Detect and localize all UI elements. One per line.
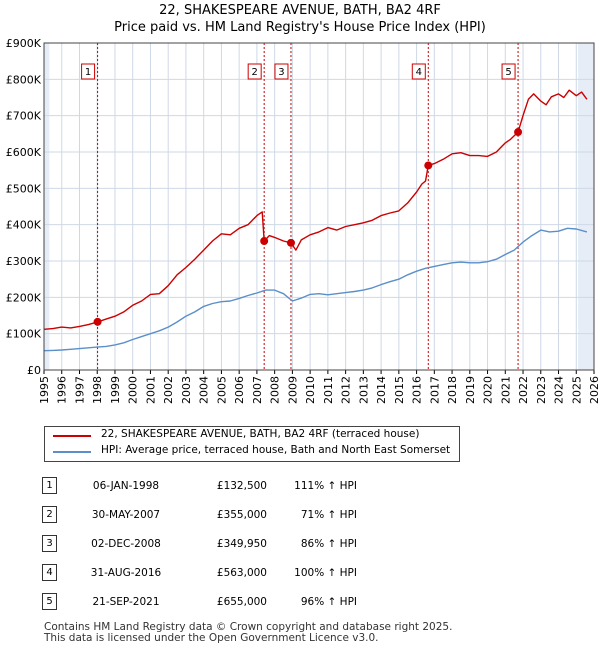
sale-hpi-comparison: 100% ↑ HPI: [294, 566, 357, 579]
sale-hpi-comparison: 96% ↑ HPI: [300, 595, 357, 608]
y-tick-label: £200K: [6, 291, 42, 304]
sale-marker-box: [501, 63, 516, 80]
y-tick-label: £600K: [6, 146, 42, 159]
sale-date: 02-DEC-2008: [91, 537, 161, 550]
x-tick-label: 1996: [56, 376, 69, 404]
sale-marker-box: [274, 63, 289, 80]
sale-number-badge: 4: [42, 564, 57, 581]
x-tick-label: 2016: [411, 376, 424, 404]
sale-price: £563,000: [216, 566, 267, 579]
sale-date: 21-SEP-2021: [92, 595, 160, 608]
sale-point: [424, 161, 433, 170]
sale-marker-box: [247, 63, 262, 80]
sales-table: 1 06-JAN-1998 £132,500 111% ↑ HPI 2 30-M…: [42, 471, 357, 616]
y-tick-label: £900K: [6, 37, 42, 50]
x-tick-label: 2010: [304, 376, 317, 404]
sale-date: 06-JAN-1998: [92, 479, 160, 492]
x-tick-label: 2014: [375, 376, 388, 404]
x-tick-label: 2022: [517, 376, 530, 404]
x-tick-label: 2024: [553, 376, 566, 404]
sale-number-badge: 5: [42, 593, 57, 610]
x-tick-label: 2002: [162, 376, 175, 404]
table-row: 3 02-DEC-2008 £349,950 86% ↑ HPI: [42, 529, 357, 558]
sale-date: 31-AUG-2016: [90, 566, 162, 579]
sale-number-badge: 3: [42, 535, 57, 552]
table-row: 5 21-SEP-2021 £655,000 96% ↑ HPI: [42, 587, 357, 616]
sale-marker-label: 1: [85, 67, 91, 78]
sale-price: £655,000: [216, 595, 267, 608]
x-tick-label: 2018: [446, 376, 459, 404]
sale-number-badge: 1: [42, 477, 57, 494]
x-tick-label: 2025: [570, 376, 583, 404]
x-tick-label: 2026: [588, 376, 600, 404]
x-tick-label: 2017: [428, 376, 441, 404]
x-tick-label: 2000: [127, 376, 140, 404]
x-tick-label: 2020: [482, 376, 495, 404]
sale-marker-label: 4: [416, 67, 422, 78]
y-tick-label: £0: [27, 364, 41, 377]
sale-point: [93, 317, 102, 326]
sale-price: £355,000: [216, 508, 267, 521]
legend-label-property: 22, SHAKESPEARE AVENUE, BATH, BA2 4RF (t…: [101, 428, 420, 440]
x-tick-label: 2013: [357, 376, 370, 404]
sale-number-badge: 2: [42, 506, 57, 523]
sale-hpi-comparison: 86% ↑ HPI: [300, 537, 357, 550]
y-tick-label: £800K: [6, 73, 42, 86]
x-tick-label: 2019: [464, 376, 477, 404]
y-tick-label: £100K: [6, 328, 42, 341]
x-tick-label: 2004: [198, 376, 211, 404]
shaded-range: [578, 43, 594, 370]
hpi-line: [43, 227, 588, 352]
x-tick-label: 2005: [215, 376, 228, 404]
chart-title: 22, SHAKESPEARE AVENUE, BATH, BA2 4RF: [159, 3, 441, 18]
table-row: 4 31-AUG-2016 £563,000 100% ↑ HPI: [42, 558, 357, 587]
y-tick-label: £300K: [6, 255, 42, 268]
sale-marker-label: 3: [278, 67, 284, 78]
x-tick-label: 2003: [180, 376, 193, 404]
chart-subtitle: Price paid vs. HM Land Registry's House …: [114, 20, 486, 35]
footer-copyright: Contains HM Land Registry data © Crown c…: [44, 621, 453, 633]
y-tick-label: £500K: [6, 182, 42, 195]
sale-marker-label: 5: [505, 67, 511, 78]
sale-marker-box: [81, 63, 96, 80]
sale-price: £349,950: [216, 537, 267, 550]
x-tick-label: 2008: [269, 376, 282, 404]
x-tick-label: 2007: [251, 376, 264, 404]
x-tick-label: 2021: [499, 376, 512, 404]
x-tick-label: 2009: [286, 376, 299, 404]
sale-point: [260, 237, 269, 246]
legend-label-hpi: HPI: Average price, terraced house, Bath…: [101, 444, 451, 456]
sale-point: [286, 238, 295, 247]
x-tick-label: 2023: [535, 376, 548, 404]
y-tick-label: £400K: [6, 219, 42, 232]
footer-licence: This data is licensed under the Open Gov…: [44, 632, 379, 644]
shaded-range: [44, 43, 50, 370]
table-row: 2 30-MAY-2007 £355,000 71% ↑ HPI: [42, 500, 357, 529]
x-tick-label: 2006: [233, 376, 246, 404]
sale-price: £132,500: [216, 479, 267, 492]
x-tick-label: 2001: [144, 376, 157, 404]
x-tick-label: 1995: [38, 376, 51, 404]
x-tick-label: 1999: [109, 376, 122, 404]
y-tick-label: £700K: [6, 110, 42, 123]
sale-date: 30-MAY-2007: [91, 508, 161, 521]
chart-legend: 22, SHAKESPEARE AVENUE, BATH, BA2 4RF (t…: [44, 426, 460, 462]
sale-hpi-comparison: 71% ↑ HPI: [300, 508, 357, 521]
sale-marker-box: [411, 63, 426, 80]
sale-marker-label: 2: [251, 67, 257, 78]
plot-area: [44, 43, 594, 370]
table-row: 1 06-JAN-1998 £132,500 111% ↑ HPI: [42, 471, 357, 500]
sale-hpi-comparison: 111% ↑ HPI: [294, 479, 357, 492]
x-tick-label: 2015: [393, 376, 406, 404]
legend-swatch-property: [53, 435, 91, 437]
x-tick-label: 2012: [340, 376, 353, 404]
price-chart: £0 £100K £200K £300K £400K £500K £600K £700K £80…: [6, 37, 600, 404]
plot-border: [43, 42, 595, 371]
x-tick-label: 1998: [91, 376, 104, 404]
x-tick-label: 2011: [322, 376, 335, 404]
x-tick-label: 1997: [73, 376, 86, 404]
sale-point: [514, 128, 523, 137]
legend-swatch-hpi: [53, 451, 91, 453]
